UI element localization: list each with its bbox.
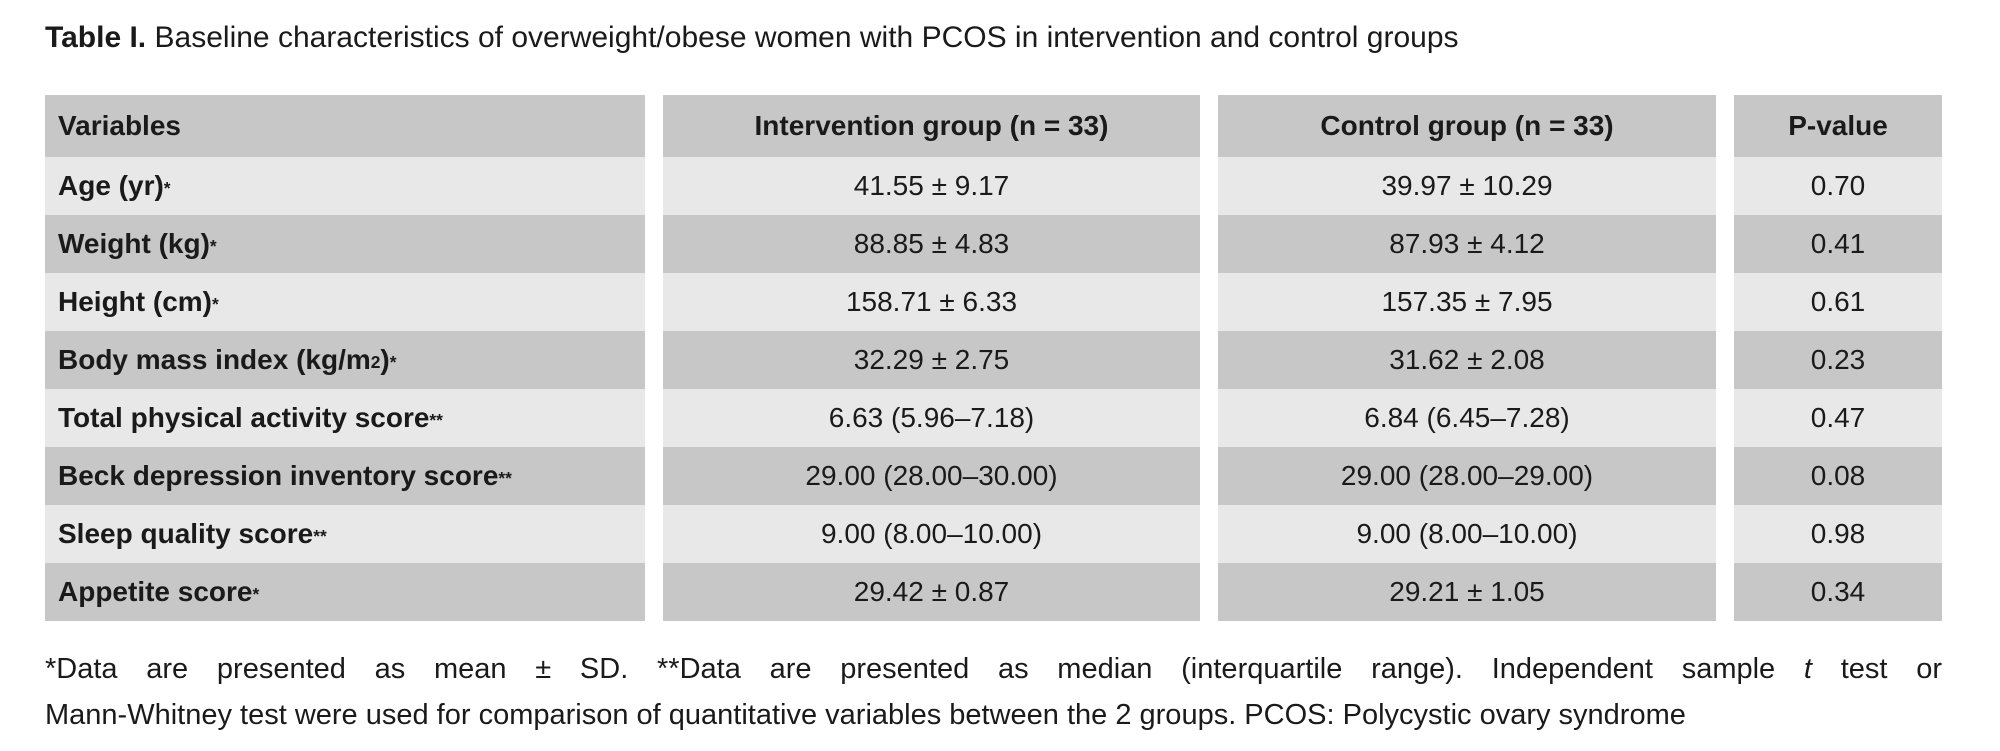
variable-cell: Total physical activity score ** — [45, 389, 645, 447]
p-value-cell: 0.23 — [1734, 331, 1942, 389]
variable-cell: Appetite score * — [45, 563, 645, 621]
intervention-value-cell: 158.71 ± 6.33 — [663, 273, 1200, 331]
table-footnote: *Data are presented as mean ± SD. **Data… — [45, 646, 1942, 738]
footnote-line: Mann-Whitney test were used for comparis… — [45, 699, 1686, 731]
p-value-cell: 0.61 — [1734, 273, 1942, 331]
p-value-cell: 0.47 — [1734, 389, 1942, 447]
table-title: Table I. Baseline characteristics of over… — [45, 18, 1955, 58]
p-value-cell: 0.98 — [1734, 505, 1942, 563]
table-row: Age (yr) * 41.55 ± 9.17 39.97 ± 10.29 0.70 — [45, 157, 1942, 215]
table-header-row: Variables Intervention group (n = 33) Co… — [45, 95, 1942, 157]
p-value-cell: 0.34 — [1734, 563, 1942, 621]
p-value-cell: 0.41 — [1734, 215, 1942, 273]
baseline-characteristics-table: Variables Intervention group (n = 33) Co… — [45, 95, 1942, 621]
control-value-cell: 39.97 ± 10.29 — [1218, 157, 1716, 215]
table-caption: Baseline characteristics of overweight/o… — [154, 21, 1459, 54]
intervention-value-cell: 88.85 ± 4.83 — [663, 215, 1200, 273]
variable-cell: Age (yr) * — [45, 157, 645, 215]
control-value-cell: 29.21 ± 1.05 — [1218, 563, 1716, 621]
table-row: Beck depression inventory score ** 29.00 (… — [45, 447, 1942, 505]
control-value-cell: 157.35 ± 7.95 — [1218, 273, 1716, 331]
intervention-value-cell: 9.00 (8.00–10.00) — [663, 505, 1200, 563]
intervention-value-cell: 29.42 ± 0.87 — [663, 563, 1200, 621]
column-header-p-value: P-value — [1734, 95, 1942, 157]
variable-cell: Body mass index (kg/m 2) * — [45, 331, 645, 389]
control-value-cell: 87.93 ± 4.12 — [1218, 215, 1716, 273]
p-value-cell: 0.08 — [1734, 447, 1942, 505]
table-row: Sleep quality score ** 9.00 (8.00–10.00) 9.… — [45, 505, 1942, 563]
p-value-cell: 0.70 — [1734, 157, 1942, 215]
intervention-value-cell: 32.29 ± 2.75 — [663, 331, 1200, 389]
intervention-value-cell: 41.55 ± 9.17 — [663, 157, 1200, 215]
table-row: Appetite score * 29.42 ± 0.87 29.21 ± 1.05 0… — [45, 563, 1942, 621]
variable-cell: Beck depression inventory score ** — [45, 447, 645, 505]
column-header-variables: Variables — [45, 95, 645, 157]
control-value-cell: 9.00 (8.00–10.00) — [1218, 505, 1716, 563]
control-value-cell: 6.84 (6.45–7.28) — [1218, 389, 1716, 447]
table-row: Weight (kg) * 88.85 ± 4.83 87.93 ± 4.12 0.41 — [45, 215, 1942, 273]
footnote-line: *Data are presented as mean ± SD. **Data… — [45, 653, 1942, 685]
variable-cell: Sleep quality score ** — [45, 505, 645, 563]
variable-cell: Height (cm) * — [45, 273, 645, 331]
intervention-value-cell: 29.00 (28.00–30.00) — [663, 447, 1200, 505]
table-number: Table I. — [45, 21, 147, 54]
table-row: Height (cm) * 158.71 ± 6.33 157.35 ± 7.95 0.… — [45, 273, 1942, 331]
table-row: Body mass index (kg/m 2) * 32.29 ± 2.75 31.6… — [45, 331, 1942, 389]
column-header-control-group: Control group (n = 33) — [1218, 95, 1716, 157]
intervention-value-cell: 6.63 (5.96–7.18) — [663, 389, 1200, 447]
variable-cell: Weight (kg) * — [45, 215, 645, 273]
table-row: Total physical activity score ** 6.63 (5.9… — [45, 389, 1942, 447]
table-body: Age (yr) * 41.55 ± 9.17 39.97 ± 10.29 0.70 We… — [45, 157, 1942, 621]
column-header-intervention-group: Intervention group (n = 33) — [663, 95, 1200, 157]
control-value-cell: 31.62 ± 2.08 — [1218, 331, 1716, 389]
control-value-cell: 29.00 (28.00–29.00) — [1218, 447, 1716, 505]
